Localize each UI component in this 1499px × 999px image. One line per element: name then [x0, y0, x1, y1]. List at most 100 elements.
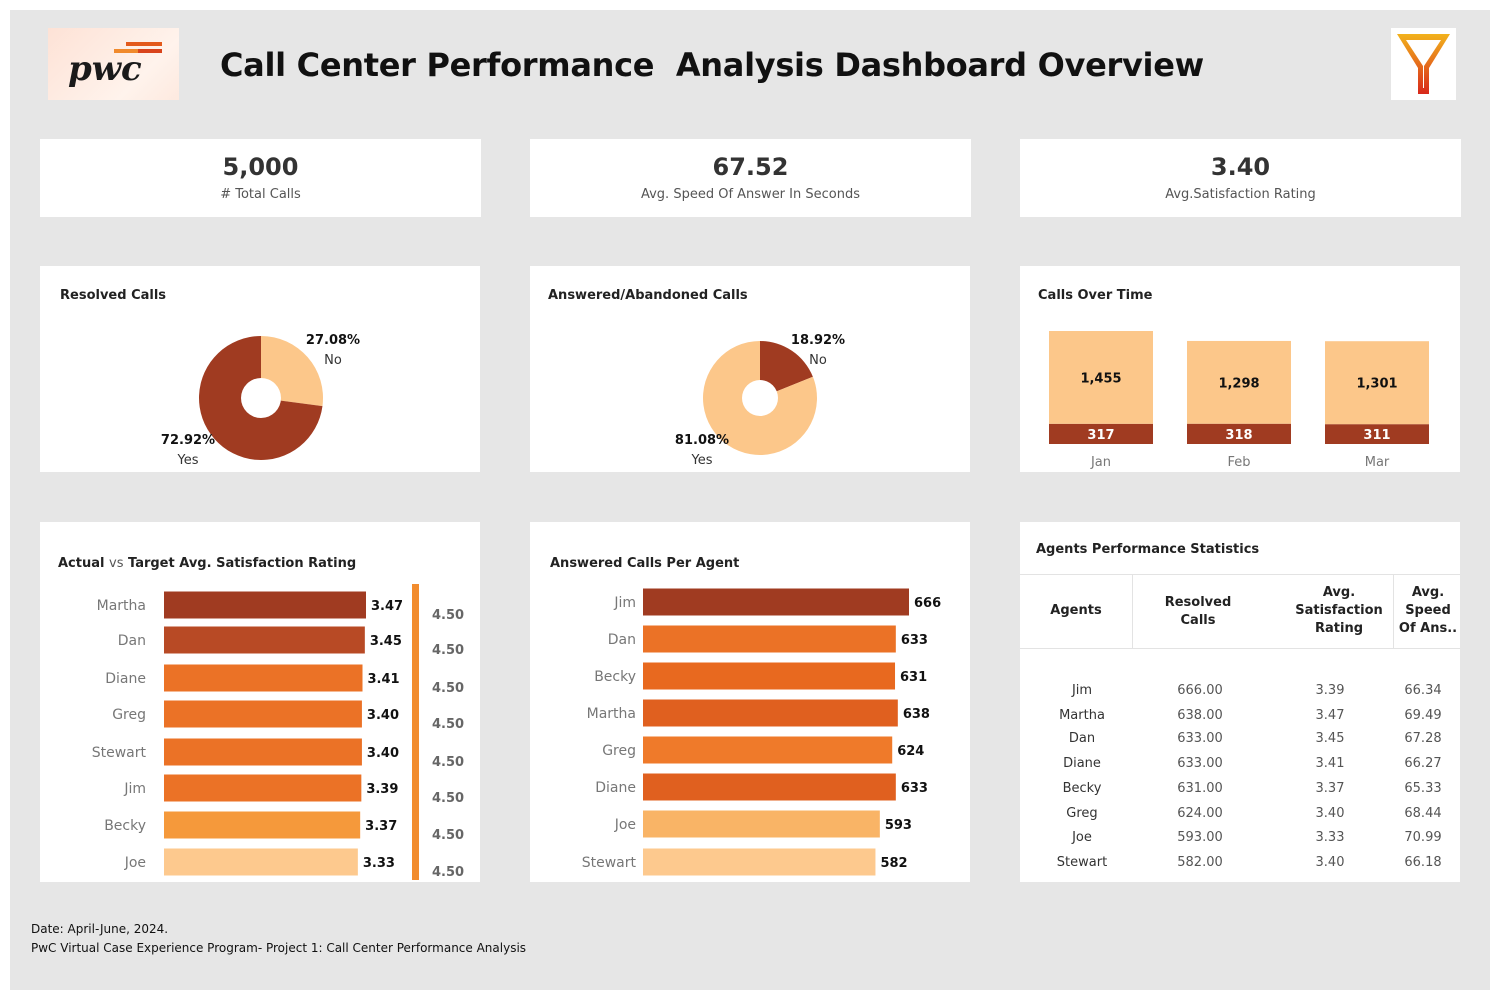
- satisfaction-bar-chart: Martha 3.47 4.50 Dan 3.45 4.50 Diane 3.41 4.50 Gr…: [92, 584, 464, 880]
- answered-abandoned-card: Answered/Abandoned Calls 18.92% No 81.08% Y…: [530, 266, 970, 472]
- chart-title: Calls Over Time: [1038, 288, 1153, 303]
- bar-data-label: 582: [880, 856, 907, 871]
- chart-title-vs: vs: [109, 556, 124, 571]
- agent-name-cell: Martha: [1059, 708, 1105, 723]
- satisfaction-card: Actual vs Target Avg. Satisfaction Ratin…: [40, 522, 480, 882]
- bar-data-label: 3.40: [367, 746, 399, 761]
- column-header-avg-satisfaction[interactable]: Avg. Satisfaction Rating: [1274, 584, 1404, 638]
- answered-per-agent-bar-chart: Jim 666 Dan 633 Becky 631 Martha 638 Greg 624 Dian…: [582, 588, 941, 876]
- resolved-calls-cell: 624.00: [1177, 806, 1223, 821]
- table-title: Agents Performance Statistics: [1036, 542, 1260, 557]
- avg-satisfaction-cell: 3.45: [1315, 731, 1345, 746]
- y-tick-label: Dan: [608, 632, 636, 648]
- y-tick-label: Stewart: [92, 745, 147, 761]
- column-header-agents[interactable]: Agents: [1020, 602, 1132, 620]
- resolved-calls-cell: 633.00: [1177, 756, 1223, 771]
- resolved-calls-cell: 631.00: [1177, 781, 1223, 796]
- resolved-calls-cell: 593.00: [1177, 830, 1223, 845]
- slice-category-label: No: [809, 353, 827, 368]
- agent-name-cell: Diane: [1063, 756, 1101, 771]
- y-tick-label: Joe: [614, 817, 636, 833]
- actual-bar: [164, 848, 358, 876]
- slice-percent-label: 27.08%: [306, 333, 360, 348]
- agent-name-cell: Jim: [1071, 683, 1093, 698]
- pwc-logo: pwc: [48, 28, 179, 100]
- avg-satisfaction-cell: 3.41: [1315, 756, 1345, 771]
- y-tick-label: Joe: [124, 855, 146, 871]
- target-label: 4.50: [432, 681, 464, 696]
- slice-percent-label: 18.92%: [791, 333, 845, 348]
- y-tick-label: Becky: [104, 818, 146, 834]
- chart-title-actual: Actual: [58, 556, 105, 571]
- filter-funnel-icon: [1397, 34, 1450, 94]
- dashboard-title: Call Center Performance Analysis Dashboa…: [220, 46, 1204, 84]
- footer-program: PwC Virtual Case Experience Program- Pro…: [31, 941, 527, 955]
- bar-data-label: 318: [1225, 428, 1252, 443]
- bar-data-label: 1,455: [1080, 371, 1121, 386]
- y-tick-label: Dan: [118, 633, 146, 649]
- agent-name-cell: Greg: [1066, 806, 1098, 821]
- kpi-avg-satisfaction: 3.40 Avg.Satisfaction Rating: [1020, 139, 1461, 217]
- agent-name-cell: Stewart: [1056, 855, 1108, 870]
- answered-calls-bar: [643, 588, 909, 616]
- answered-abandoned-donut: 18.92% No 81.08% Yes: [675, 333, 845, 468]
- bar-data-label: 624: [897, 744, 924, 759]
- bar-data-label: 666: [914, 596, 941, 611]
- slice-percent-label: 72.92%: [161, 433, 215, 448]
- avg-satisfaction-cell: 3.47: [1315, 708, 1345, 723]
- bar-data-label: 3.41: [368, 672, 400, 687]
- footer-date: Date: April-June, 2024.: [31, 922, 169, 936]
- resolved-calls-cell: 666.00: [1177, 683, 1223, 698]
- answered-calls-bar: [643, 625, 896, 653]
- avg-speed-cell: 69.49: [1404, 708, 1442, 723]
- stacked-bar-segment: [1325, 341, 1429, 425]
- bar-data-label: 311: [1363, 428, 1390, 443]
- y-tick-label: Diane: [595, 780, 636, 796]
- kpi-avg-speed-of-answer: 67.52 Avg. Speed Of Answer In Seconds: [530, 139, 971, 217]
- column-header-avg-speed[interactable]: Avg. Speed Of Ans..: [1396, 584, 1460, 638]
- avg-speed-cell: 66.34: [1404, 683, 1442, 698]
- y-tick-label: Stewart: [582, 855, 637, 871]
- kpi-label: Avg.Satisfaction Rating: [1165, 187, 1316, 202]
- avg-speed-cell: 68.44: [1404, 806, 1442, 821]
- target-label: 4.50: [432, 755, 464, 770]
- filter-button[interactable]: [1391, 28, 1456, 100]
- chart-title: Resolved Calls: [60, 288, 167, 303]
- bar-data-label: 3.37: [365, 819, 397, 834]
- bar-data-label: 3.45: [370, 634, 402, 649]
- x-tick-label: Feb: [1227, 455, 1250, 470]
- avg-speed-cell: 66.18: [1404, 855, 1442, 870]
- resolved-calls-cell: 633.00: [1177, 731, 1223, 746]
- avg-satisfaction-cell: 3.37: [1315, 781, 1345, 796]
- resolved-calls-cell: 638.00: [1177, 708, 1223, 723]
- answered-calls-bar: [643, 699, 898, 727]
- stacked-bar-segment: [1187, 423, 1291, 444]
- bar-data-label: 633: [901, 781, 928, 796]
- actual-bar: [164, 700, 362, 728]
- stacked-bar-segment: [1187, 340, 1291, 424]
- target-label: 4.50: [432, 717, 464, 732]
- header-line: Calls: [1180, 613, 1216, 628]
- y-tick-label: Greg: [112, 707, 146, 723]
- pie-slice-no: [760, 341, 813, 398]
- y-tick-label: Jim: [613, 595, 636, 611]
- calls-over-time-card: Calls Over Time 317 1,455 Jan 318 1,298 Feb 31…: [1020, 266, 1460, 472]
- y-tick-label: Martha: [97, 598, 146, 614]
- answered-per-agent-card: Answered Calls Per Agent Jim 666 Dan 633 Bec…: [530, 522, 970, 882]
- table-divider: [1020, 574, 1460, 575]
- bar-data-label: 1,298: [1218, 376, 1259, 391]
- kpi-value: 3.40: [1210, 153, 1271, 181]
- target-label: 4.50: [432, 865, 464, 880]
- target-label: 4.50: [432, 828, 464, 843]
- header-line: Avg.: [1411, 585, 1445, 600]
- donut-hole: [241, 378, 281, 418]
- header-line: Of Ans..: [1398, 621, 1458, 636]
- table-divider: [1393, 574, 1394, 648]
- avg-speed-cell: 65.33: [1404, 781, 1442, 796]
- bar-data-label: 3.33: [363, 856, 395, 871]
- x-tick-label: Jan: [1090, 455, 1111, 470]
- column-header-resolved-calls[interactable]: Resolved Calls: [1142, 594, 1254, 630]
- answered-calls-bar: [643, 662, 896, 690]
- avg-satisfaction-cell: 3.40: [1315, 855, 1345, 870]
- agent-name-cell: Becky: [1062, 781, 1102, 796]
